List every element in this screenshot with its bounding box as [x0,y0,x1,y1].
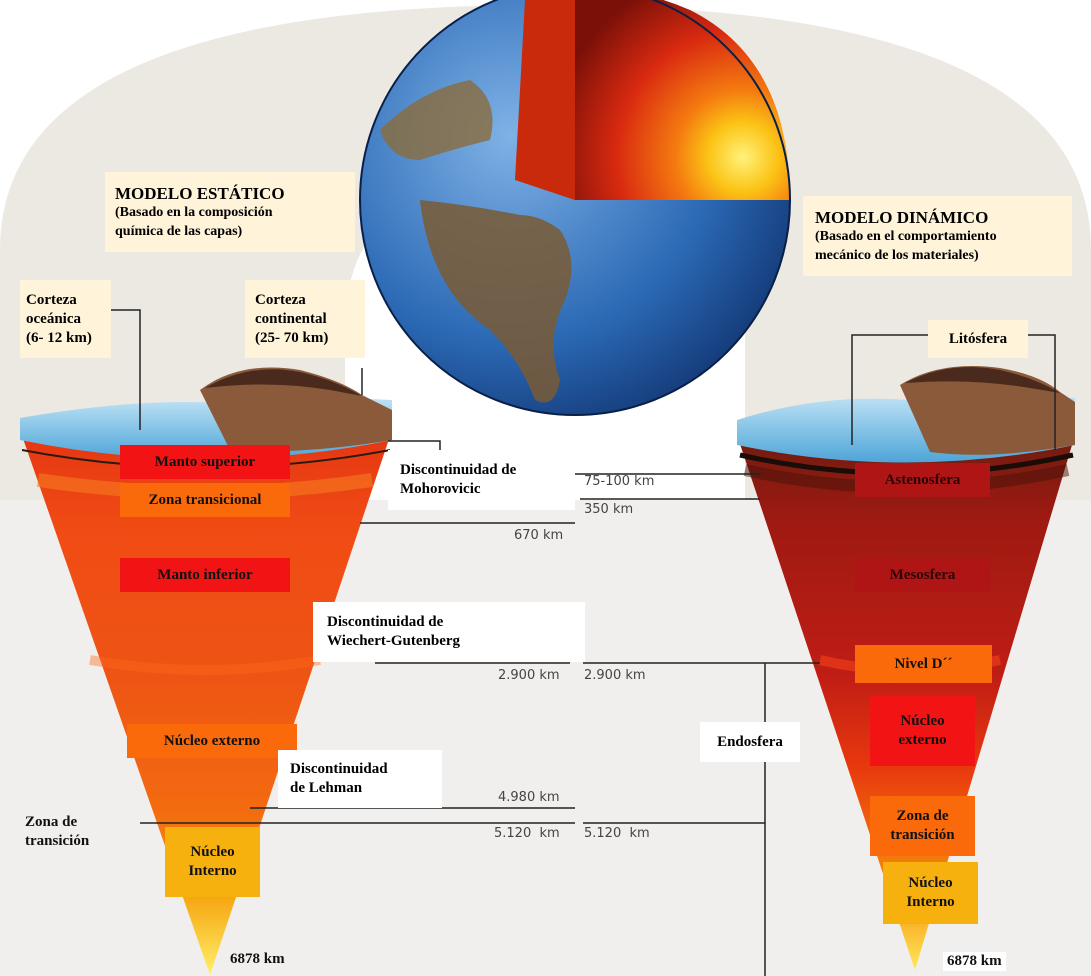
dynamic-outer-core-line-2: externo [898,732,947,748]
inner-core-label: Núcleo Interno [165,827,260,897]
mohorovicic-label: Discontinuidad de Mohorovicic [388,450,575,510]
dynamic-inner-core-line-2: Interno [906,894,955,910]
dynamic-model-subtitle-2: mecánico de los materiales) [815,247,979,263]
level-d-label: Nivel D´´ [855,645,992,683]
oceanic-crust-label: Corteza oceánica (6- 12 km) [20,280,111,358]
static-bottom-depth: 6878 km [230,951,285,967]
static-transition-line-2: transición [25,833,90,849]
continental-crust-line-1: Corteza [255,291,306,308]
dynamic-transition-zone-label: Zona de transición [870,796,975,856]
static-model-title: MODELO ESTÁTICO [115,183,285,203]
continental-crust-line-3: (25- 70 km) [255,329,329,346]
lehman-line-1: Discontinuidad [290,761,388,777]
endosphere-label: Endosfera [700,722,800,762]
oceanic-crust-line-1: Corteza [26,291,77,308]
globe-cutaway [359,0,791,416]
static-model-subtitle-2: química de las capas) [115,223,243,239]
depth-2900-right: 2.900 km [584,668,646,683]
depth-670: 670 km [514,528,564,543]
dynamic-inner-core-label: Núcleo Interno [883,862,978,924]
dynamic-transition-line-2: transición [890,827,955,843]
wiechert-line-2: Wiechert-Gutenberg [327,633,461,649]
mohorovicic-line-2: Mohorovicic [400,481,481,497]
static-model-title-box: MODELO ESTÁTICO (Basado en la composició… [105,172,355,252]
mohorovicic-line-1: Discontinuidad de [400,462,517,478]
wiechert-label: Discontinuidad de Wiechert-Gutenberg [313,602,585,662]
dynamic-bottom-depth: 6878 km [943,952,1006,971]
static-transition-zone-label: Zona de transición [25,813,89,851]
static-model-subtitle-1: (Basado en la composición [115,204,273,220]
dynamic-outer-core-label: Núcleo externo [870,696,975,766]
oceanic-crust-line-3: (6- 12 km) [26,329,92,346]
depth-5120-left: 5.120 km [494,826,560,841]
continental-crust-line-2: continental [255,310,327,327]
oceanic-crust-line-2: oceánica [26,310,81,327]
outer-core-label: Núcleo externo [127,724,297,758]
lithosphere-label: Litósfera [928,320,1028,358]
depth-2900-left: 2.900 km [498,668,560,683]
depth-5120-right: 5.120 km [584,826,650,841]
dynamic-inner-core-line-1: Núcleo [908,875,953,891]
asthenosphere-label: Astenosfera [855,463,990,497]
wiechert-line-1: Discontinuidad de [327,614,444,630]
mesosphere-label: Mesosfera [855,558,990,592]
continental-crust-label: Corteza continental (25- 70 km) [245,280,365,358]
dynamic-model-title: MODELO DINÁMICO [815,207,989,227]
dynamic-transition-line-1: Zona de [896,808,949,824]
dynamic-model-subtitle-1: (Basado en el comportamiento [815,228,997,244]
lehman-line-2: de Lehman [290,780,363,796]
depth-350: 350 km [584,502,634,517]
depth-4980: 4.980 km [498,790,560,805]
depth-75-100: 75-100 km [584,474,655,489]
transition-zone-label: Zona transicional [120,483,290,517]
upper-mantle-label: Manto superior [120,445,290,479]
static-transition-line-1: Zona de [25,814,78,830]
connector-lines [95,309,1056,976]
lower-mantle-label: Manto inferior [120,558,290,592]
dynamic-model-title-box: MODELO DINÁMICO (Basado en el comportami… [803,196,1072,276]
dynamic-outer-core-line-1: Núcleo [900,713,945,729]
inner-core-line-2: Interno [188,863,237,879]
lehman-label: Discontinuidad de Lehman [278,750,442,808]
inner-core-line-1: Núcleo [190,844,235,860]
static-model-cone [20,367,392,975]
